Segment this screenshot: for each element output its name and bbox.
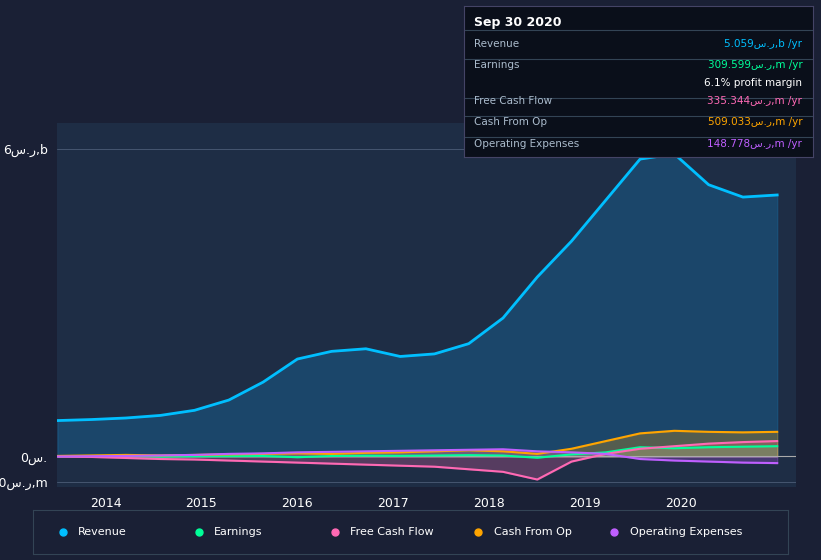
Text: Operating Expenses: Operating Expenses bbox=[475, 139, 580, 148]
Text: Cash From Op: Cash From Op bbox=[493, 527, 571, 537]
Text: Operating Expenses: Operating Expenses bbox=[630, 527, 742, 537]
Text: Free Cash Flow: Free Cash Flow bbox=[475, 96, 553, 106]
Text: 6.1% profit margin: 6.1% profit margin bbox=[704, 78, 802, 88]
Text: Sep 30 2020: Sep 30 2020 bbox=[475, 16, 562, 29]
Text: Cash From Op: Cash From Op bbox=[475, 118, 548, 128]
Text: 5.059س.ر,b /yr: 5.059س.ر,b /yr bbox=[724, 39, 802, 49]
Text: 335.344س.ر,m /yr: 335.344س.ر,m /yr bbox=[708, 96, 802, 106]
Text: Earnings: Earnings bbox=[214, 527, 263, 537]
Text: 509.033س.ر,m /yr: 509.033س.ر,m /yr bbox=[708, 118, 802, 128]
Text: 148.778س.ر,m /yr: 148.778س.ر,m /yr bbox=[708, 139, 802, 148]
Text: Revenue: Revenue bbox=[475, 39, 520, 49]
Text: 309.599س.ر,m /yr: 309.599س.ر,m /yr bbox=[708, 60, 802, 70]
Text: Revenue: Revenue bbox=[78, 527, 127, 537]
Text: Earnings: Earnings bbox=[475, 60, 520, 70]
Text: Free Cash Flow: Free Cash Flow bbox=[350, 527, 433, 537]
